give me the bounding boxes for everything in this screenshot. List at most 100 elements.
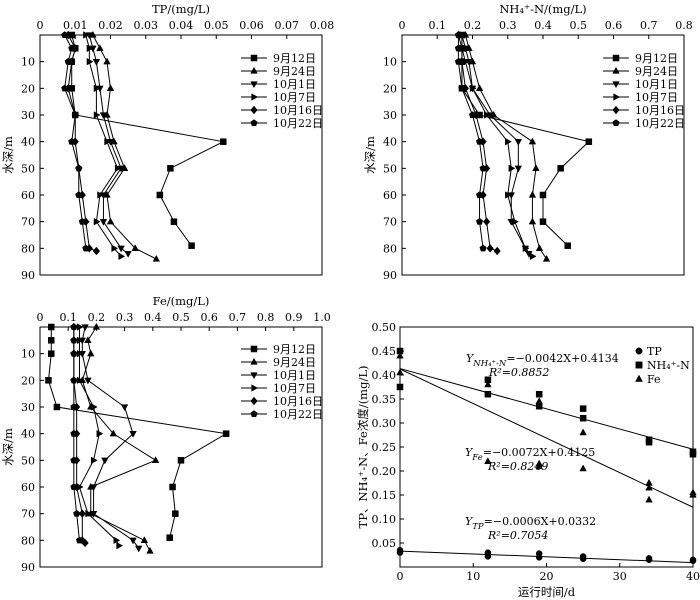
legend-entry: 9月24日 — [603, 65, 678, 78]
y-tick-label: 30 — [21, 109, 35, 122]
legend-entry: 9月12日 — [603, 52, 678, 65]
y-tick-label: 30 — [383, 109, 397, 122]
legend-marker — [250, 357, 258, 365]
legend-marker — [250, 119, 258, 127]
x-tick-label: 0.6 — [200, 311, 218, 324]
data-point — [167, 165, 174, 172]
x-tick-label: 0.1 — [59, 311, 77, 324]
y-tick-label: 60 — [383, 189, 397, 202]
legend-marker — [635, 361, 643, 369]
data-point — [512, 217, 519, 226]
legend-marker — [612, 81, 620, 89]
data-point — [106, 84, 115, 91]
data-point — [535, 397, 543, 405]
series-line — [73, 327, 80, 541]
data-point — [140, 536, 149, 543]
series-10月1日 — [458, 32, 533, 258]
legend-marker — [250, 372, 258, 380]
legend-marker — [250, 105, 258, 115]
data-point — [89, 484, 98, 492]
data-point — [84, 336, 92, 343]
x-tick-label: 0.03 — [134, 19, 159, 32]
y-tick-label: 0.45 — [372, 345, 397, 358]
y-axis-title: 水深/m — [363, 136, 377, 174]
legend-marker — [251, 384, 259, 392]
series-line — [457, 35, 484, 249]
legend-entry: 10月16日 — [241, 395, 323, 408]
legend-label: 9月24日 — [273, 356, 316, 369]
series-9月12日 — [68, 31, 227, 249]
y-tick-label: 60 — [21, 189, 35, 202]
data-point — [172, 510, 179, 517]
data-point — [96, 44, 104, 51]
data-point — [505, 137, 512, 146]
legend-marker — [612, 66, 620, 74]
legend-entry: 10月1日 — [241, 78, 316, 91]
legend-marker — [250, 396, 258, 406]
data-point — [117, 245, 125, 253]
y-tick-label: 0.05 — [372, 537, 397, 550]
data-point — [475, 84, 484, 91]
series-10月22日 — [454, 31, 487, 252]
data-point — [106, 217, 115, 225]
data-point — [564, 242, 571, 249]
y-tick-label: 70 — [383, 216, 397, 229]
data-point — [70, 336, 78, 344]
data-point — [539, 218, 547, 225]
series-9月12日 — [45, 323, 230, 541]
series-9月24日 — [461, 30, 551, 262]
data-point — [514, 139, 523, 146]
data-point — [396, 383, 404, 391]
data-point — [528, 217, 537, 225]
data-point — [129, 537, 137, 545]
legend-marker — [612, 119, 620, 127]
x-tick-label: 0.08 — [310, 19, 335, 32]
legend-marker — [635, 374, 643, 382]
data-point — [131, 244, 139, 251]
data-point — [134, 545, 143, 553]
series-line — [64, 34, 87, 249]
data-point — [532, 164, 540, 171]
legend-label: Fe — [647, 373, 661, 386]
legend-entry: 10月1日 — [241, 369, 316, 382]
data-point — [542, 254, 551, 262]
data-point — [475, 137, 484, 145]
data-point — [522, 244, 530, 253]
y-tick-label: 30 — [21, 401, 35, 414]
series-NH₄⁺-N — [396, 347, 697, 458]
data-point — [82, 244, 90, 252]
data-point — [579, 428, 587, 436]
data-point — [454, 57, 462, 65]
series-9月24日 — [78, 322, 160, 554]
data-point — [93, 217, 101, 226]
depth-panel-3: 0 0.1 0.2 0.3 0.4 0.5 0.6 0.7 0.8 0.9 1.0 10 20 30 40 5… — [1, 294, 331, 574]
data-point — [53, 403, 61, 411]
data-point — [92, 246, 101, 256]
data-point — [458, 84, 466, 92]
legend-label: 10月16日 — [273, 104, 323, 117]
data-point — [146, 546, 154, 554]
data-point — [83, 31, 90, 39]
legend-entry: 10月7日 — [241, 382, 316, 395]
depth-panel-1: 0 0.01 0.02 0.03 0.04 0.05 0.06 0.07 0.08 10 20 30 4… — [1, 2, 334, 282]
x-tick-label: 0 — [37, 311, 44, 324]
series-line — [47, 327, 228, 538]
data-point — [99, 112, 108, 120]
data-point — [61, 31, 69, 39]
x-tick-label: 1.0 — [313, 311, 331, 324]
legend-entry: 10月1日 — [603, 78, 678, 91]
y-tick-label: 50 — [21, 454, 35, 467]
data-point — [689, 490, 697, 498]
data-point — [90, 456, 98, 465]
legend-entry: TP — [635, 345, 662, 358]
equation-text: YTP=−0.0006X+0.0332 — [465, 515, 596, 532]
y-tick-label: 0.20 — [372, 465, 397, 478]
x-tick-label: 0.3 — [116, 311, 134, 324]
legend-entry: 10月22日 — [241, 117, 323, 130]
legend-entry: 10月16日 — [241, 104, 323, 117]
legend-marker — [250, 81, 258, 89]
series-line — [92, 34, 157, 260]
x-tick-label: 0.7 — [229, 311, 247, 324]
data-point — [222, 430, 230, 437]
